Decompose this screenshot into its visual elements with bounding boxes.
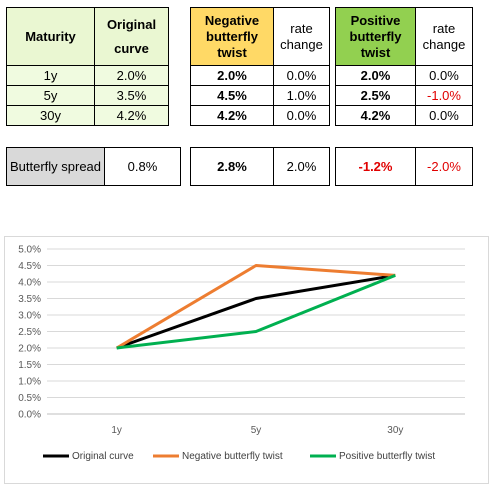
pos-change-cell: 0.0% (415, 105, 473, 126)
neg-value-cell: 4.5% (190, 85, 274, 106)
pos-change-cell: -1.0% (415, 85, 473, 106)
neg-value-cell: 4.2% (190, 105, 274, 126)
y-tick-label: 0.0% (18, 410, 41, 421)
y-tick-label: 4.5% (18, 261, 41, 272)
series-line (116, 273, 396, 350)
y-tick-label: 0.5% (18, 393, 41, 404)
x-tick-label: 1y (111, 425, 122, 436)
chart-canvas: 0.0% 0.5% 1.0% 1.5% 2.0% 2.5% 3.0% 3.5% 4.0% 4.5%… (18, 245, 465, 462)
header-positive-twist: Positive butterfly twist (335, 7, 416, 66)
spread-left-table: Butterfly spread 0.8% (6, 147, 181, 186)
maturity-cell: 5y (6, 85, 95, 106)
neg-change-cell: 0.0% (273, 105, 330, 126)
y-tick-label: 2.0% (18, 344, 41, 355)
maturity-cell: 30y (6, 105, 95, 126)
legend-label: Original curve (72, 451, 134, 462)
neg-value-cell: 2.0% (190, 65, 274, 86)
pos-value-cell: 2.0% (335, 65, 416, 86)
spread-pos-change: -2.0% (415, 147, 473, 186)
spread-label: Butterfly spread (6, 147, 105, 186)
x-tick-label: 5y (251, 425, 262, 436)
spread-neg-table: 2.8% 2.0% (190, 147, 330, 186)
pos-value-cell: 2.5% (335, 85, 416, 106)
negative-twist-table: Negative butterfly twist rate change 2.0… (190, 7, 330, 126)
y-tick-label: 1.5% (18, 360, 41, 371)
pos-value-cell: 4.2% (335, 105, 416, 126)
header-negative-twist: Negative butterfly twist (190, 7, 274, 66)
original-cell: 3.5% (94, 85, 169, 106)
positive-twist-table: Positive butterfly twist rate change 2.0… (335, 7, 473, 126)
header-original-curve: Original curve (94, 7, 169, 66)
original-cell: 2.0% (94, 65, 169, 86)
maturity-table: Maturity Original curve 1y 2.0% 5y 3.5% … (6, 7, 169, 126)
neg-change-cell: 1.0% (273, 85, 330, 106)
x-tick-label: 30y (387, 425, 403, 436)
header-neg-rate-change: rate change (273, 7, 330, 66)
neg-change-cell: 0.0% (273, 65, 330, 86)
original-cell: 4.2% (94, 105, 169, 126)
y-tick-label: 2.5% (18, 327, 41, 338)
spread-original: 0.8% (104, 147, 181, 186)
header-maturity: Maturity (6, 7, 95, 66)
y-tick-label: 4.0% (18, 278, 41, 289)
legend-label: Positive butterfly twist (339, 451, 435, 462)
yield-curve-chart: 0.0% 0.5% 1.0% 1.5% 2.0% 2.5% 3.0% 3.5% 4.0% 4.5%… (4, 236, 489, 484)
legend-label: Negative butterfly twist (182, 451, 283, 462)
y-tick-label: 1.0% (18, 377, 41, 388)
maturity-cell: 1y (6, 65, 95, 86)
spread-pos-value: -1.2% (335, 147, 416, 186)
series-line (116, 274, 396, 350)
header-pos-rate-change: rate change (415, 7, 473, 66)
pos-change-cell: 0.0% (415, 65, 473, 86)
series-line (115, 264, 396, 350)
spread-neg-change: 2.0% (273, 147, 330, 186)
spread-neg-value: 2.8% (190, 147, 274, 186)
y-tick-label: 5.0% (18, 245, 41, 256)
y-tick-label: 3.5% (18, 294, 41, 305)
y-tick-label: 3.0% (18, 311, 41, 322)
spread-pos-table: -1.2% -2.0% (335, 147, 473, 186)
